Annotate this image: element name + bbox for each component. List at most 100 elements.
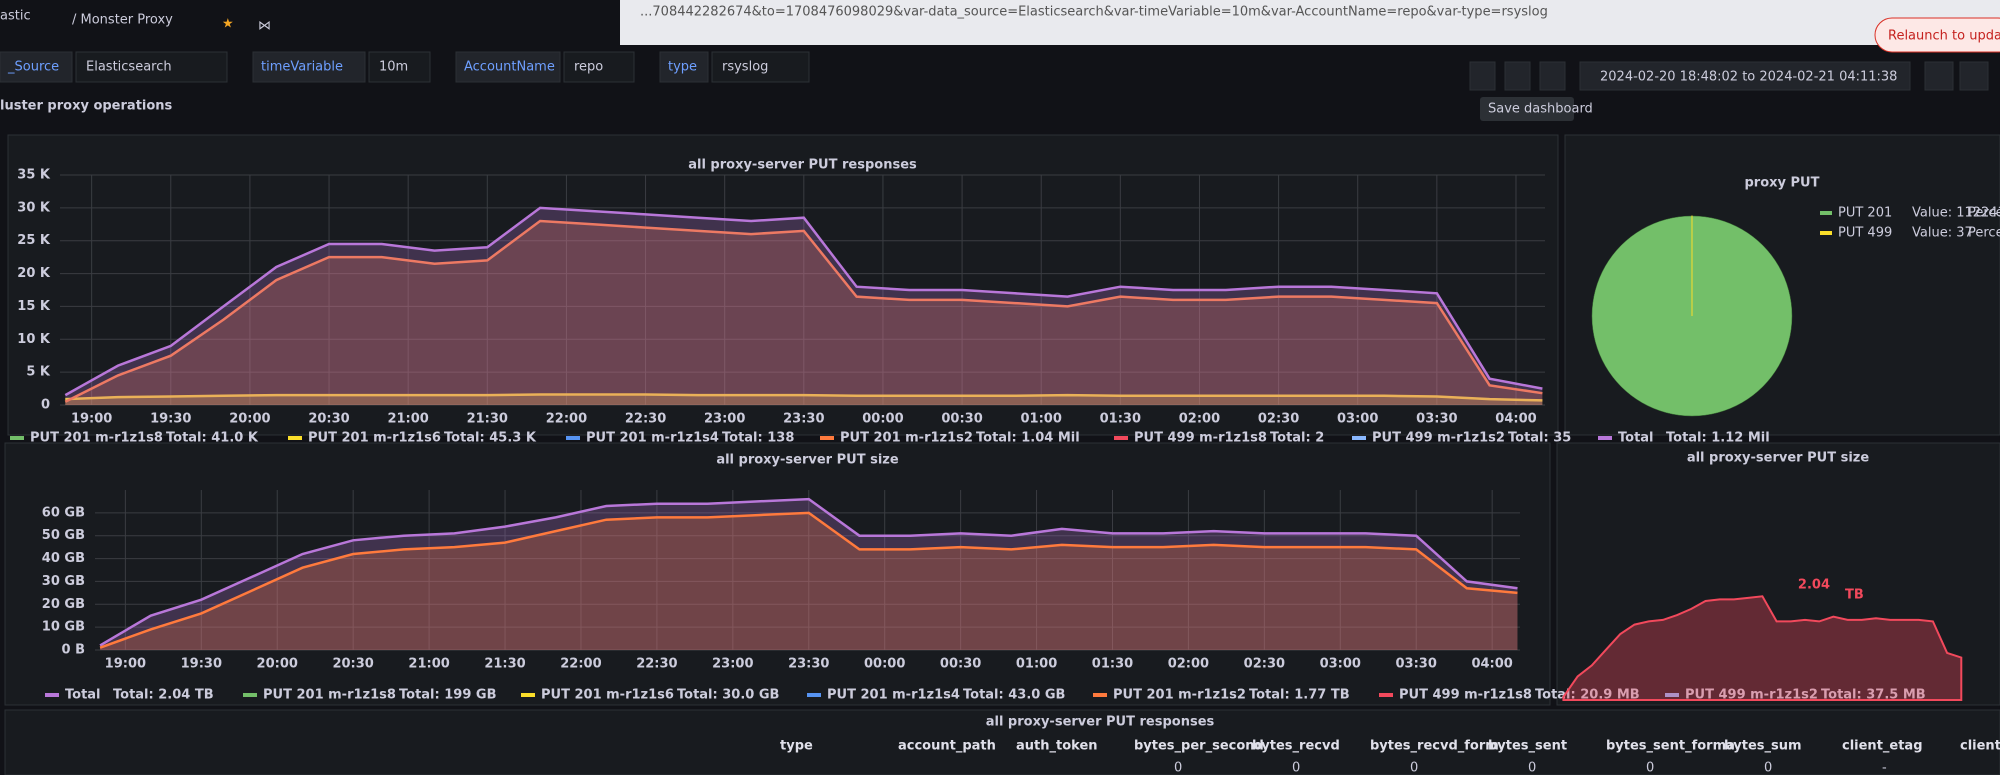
variable-value[interactable]: repo xyxy=(574,60,603,75)
legend-swatch xyxy=(1820,231,1832,235)
table-header[interactable]: auth_token xyxy=(1016,739,1098,754)
variable-label-box xyxy=(252,51,366,83)
x-tick-label: 01:30 xyxy=(1100,412,1141,427)
legend-value: Value: 37 xyxy=(1912,226,1973,241)
settings-icon[interactable] xyxy=(1539,61,1566,91)
dashboard-name[interactable]: / Monster Proxy xyxy=(72,13,173,28)
x-tick-label: 03:00 xyxy=(1337,412,1378,427)
series-area xyxy=(100,499,1518,650)
legend-swatch xyxy=(45,693,59,697)
variable-value[interactable]: rsyslog xyxy=(722,60,768,75)
series-line xyxy=(65,393,1543,402)
table-header[interactable]: client_ip xyxy=(1960,739,2000,754)
legend-total: Total: 41.0 K xyxy=(166,431,259,446)
variable-select[interactable] xyxy=(368,51,431,83)
y-tick-label: 0 B xyxy=(62,643,85,658)
save-icon[interactable] xyxy=(1504,61,1531,91)
panel-title: all proxy-server PUT responses xyxy=(986,715,1215,730)
y-tick-label: 50 GB xyxy=(42,528,85,543)
x-tick-label: 00:30 xyxy=(940,657,981,672)
table-header[interactable]: bytes_sent_forma xyxy=(1606,739,1735,754)
legend-total: Total: 138 xyxy=(722,431,794,446)
relaunch-label[interactable]: Relaunch to update xyxy=(1888,29,2000,44)
legend-total: Total: 1.77 TB xyxy=(1249,688,1350,703)
legend-total: Total: 1.12 Mil xyxy=(1666,431,1770,446)
zoom-out[interactable] xyxy=(1924,61,1954,91)
series-area xyxy=(65,207,1543,405)
legend-total: Total: 45.3 K xyxy=(444,431,537,446)
star-icon[interactable]: ★ xyxy=(222,17,234,32)
variable-label-box xyxy=(0,51,73,83)
table-header[interactable]: type xyxy=(780,739,813,754)
legend-name: PUT 201 xyxy=(1838,206,1892,221)
legend-total: Total: 35 xyxy=(1508,431,1571,446)
table-cell: - xyxy=(1882,761,1887,775)
variable-value[interactable]: Elasticsearch xyxy=(86,60,172,75)
time-picker[interactable] xyxy=(1579,61,1911,91)
x-tick-label: 02:00 xyxy=(1179,412,1220,427)
legend-name: PUT 201 m-r1z1s6 xyxy=(308,431,441,446)
y-tick-label: 35 K xyxy=(17,168,51,183)
legend-total: Total: 20.9 MB xyxy=(1535,688,1640,703)
legend-total: Total: 1.04 Mil xyxy=(976,431,1080,446)
stat-value: 2.04 xyxy=(1798,578,1830,593)
legend-name: PUT 201 m-r1z1s4 xyxy=(586,431,719,446)
legend-total: Total: 37.5 MB xyxy=(1821,688,1926,703)
table-cell: 0 xyxy=(1292,761,1300,775)
y-tick-label: 20 GB xyxy=(42,597,85,612)
relaunch-button[interactable] xyxy=(1874,17,2000,53)
refresh[interactable] xyxy=(1959,61,1989,91)
x-tick-label: 01:00 xyxy=(1016,657,1057,672)
share-icon[interactable]: ⋈ xyxy=(258,19,271,34)
x-tick-label: 23:00 xyxy=(704,412,745,427)
table-cell: 0 xyxy=(1410,761,1418,775)
variable-value[interactable]: 10m xyxy=(379,60,408,75)
panel xyxy=(4,442,1551,706)
variable-select[interactable] xyxy=(711,51,810,83)
legend-percent: Percent: xyxy=(1968,226,2000,241)
table-header[interactable]: client_etag xyxy=(1842,739,1923,754)
x-tick-label: 19:00 xyxy=(105,657,146,672)
x-tick-label: 02:30 xyxy=(1258,412,1299,427)
panel xyxy=(7,134,1559,436)
variable-select[interactable] xyxy=(75,51,228,83)
x-tick-label: 03:30 xyxy=(1416,412,1457,427)
x-tick-label: 04:00 xyxy=(1471,657,1512,672)
series-line xyxy=(99,511,1518,649)
variable-select[interactable] xyxy=(563,51,635,83)
legend-swatch xyxy=(1820,211,1832,215)
table-header[interactable]: bytes_per_second xyxy=(1134,739,1264,754)
legend-name: PUT 201 m-r1z1s2 xyxy=(840,431,973,446)
series-area xyxy=(65,394,1543,405)
x-tick-label: 00:00 xyxy=(862,412,903,427)
legend-swatch xyxy=(521,693,535,697)
panel xyxy=(1556,442,2000,706)
table-header[interactable]: bytes_recvd xyxy=(1252,739,1340,754)
y-tick-label: 60 GB xyxy=(42,505,85,520)
browser-bar xyxy=(620,0,2000,45)
table-header[interactable]: bytes_sent xyxy=(1488,739,1567,754)
add-panel[interactable] xyxy=(1469,61,1496,91)
row-title: luster proxy operations xyxy=(0,99,173,114)
legend-name: PUT 201 m-r1z1s2 xyxy=(1113,688,1246,703)
legend-total: Total: 2.04 TB xyxy=(113,688,214,703)
x-tick-label: 00:00 xyxy=(864,657,905,672)
table-cell: 0 xyxy=(1764,761,1772,775)
x-tick-label: 22:30 xyxy=(636,657,677,672)
legend-name: Total xyxy=(1618,431,1654,446)
y-tick-label: 20 K xyxy=(17,266,51,281)
legend-swatch xyxy=(1598,436,1612,440)
table-cell: 0 xyxy=(1646,761,1654,775)
legend-swatch xyxy=(807,693,821,697)
table-header[interactable]: account_path xyxy=(898,739,996,754)
legend-name: PUT 201 m-r1z1s6 xyxy=(541,688,674,703)
legend-name: PUT 201 m-r1z1s8 xyxy=(30,431,163,446)
x-tick-label: 20:00 xyxy=(257,657,298,672)
legend-name: PUT 499 m-r1z1s2 xyxy=(1372,431,1505,446)
table-header[interactable]: bytes_sum xyxy=(1724,739,1802,754)
table-header[interactable]: bytes_recvd_form xyxy=(1370,739,1499,754)
time-range[interactable]: 2024-02-20 18:48:02 to 2024-02-21 04:11:… xyxy=(1600,70,1897,85)
x-tick-label: 19:30 xyxy=(150,412,191,427)
title: astic xyxy=(0,9,31,24)
